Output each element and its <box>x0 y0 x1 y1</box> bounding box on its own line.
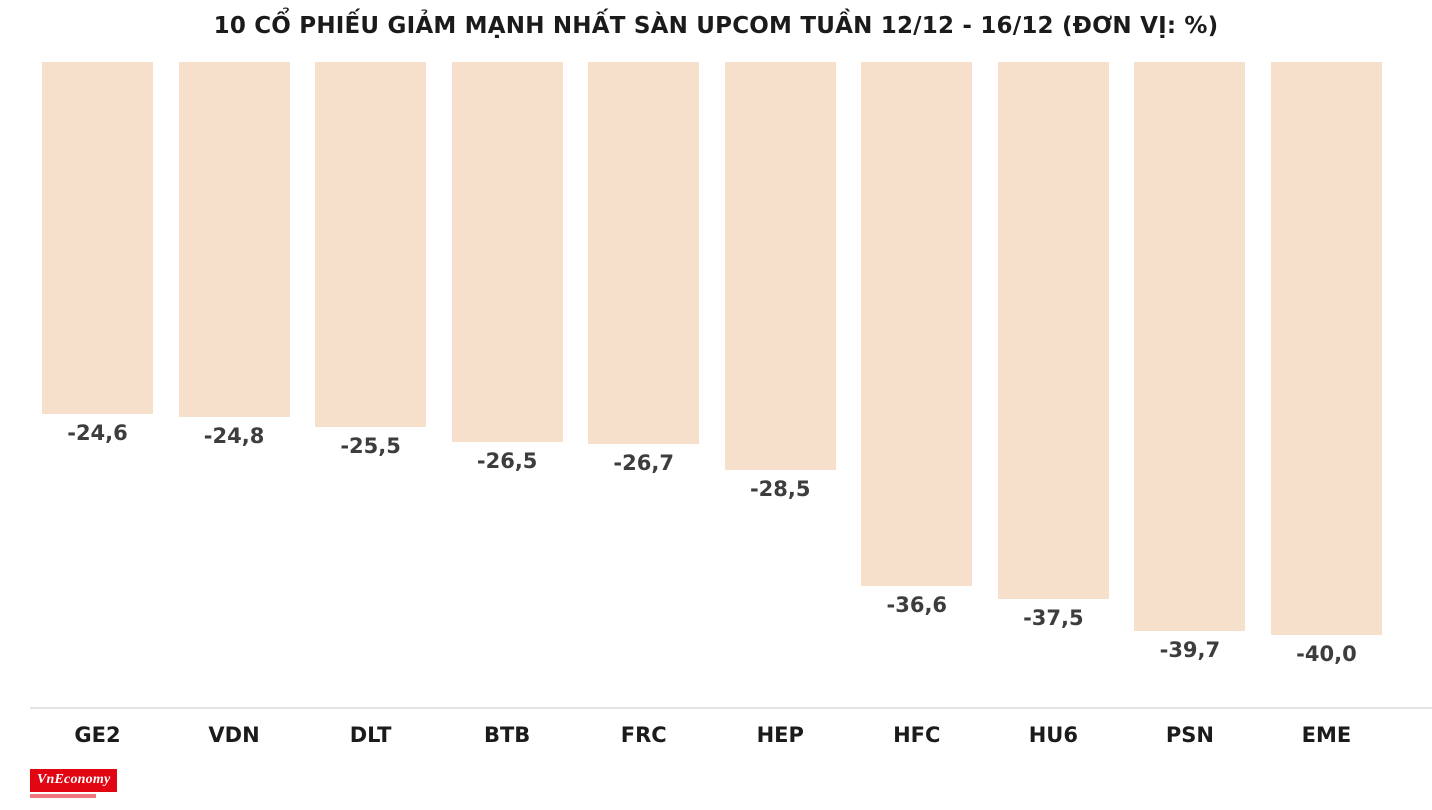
bar-value-label: -28,5 <box>749 477 811 501</box>
bar-column-hfc: -36,6 <box>861 62 973 617</box>
category-label-frc: FRC <box>620 723 667 747</box>
chart-title: 10 CỔ PHIẾU GIẢM MẠNH NHẤT SÀN UPCOM TUẦ… <box>213 13 1219 39</box>
bar-column-eme: -40,0 <box>1270 62 1382 666</box>
bar-column-vdn: -24,8 <box>178 62 290 448</box>
bar-btb <box>451 62 563 442</box>
bar-column-dlt: -25,5 <box>315 62 427 458</box>
bar-column-psn: -39,7 <box>1134 62 1246 662</box>
category-label-btb: BTB <box>483 723 531 747</box>
bar-hfc <box>861 62 973 586</box>
x-axis-line <box>30 707 1432 709</box>
category-label-hfc: HFC <box>893 723 941 747</box>
bar-value-label: -39,7 <box>1159 638 1221 662</box>
bar-chart: -24,6 -24,8 -25,5 -26,5 -26,7 -28,5 -36,6 -37,5… <box>42 62 1382 707</box>
bar-column-btb: -26,5 <box>451 62 563 473</box>
bar-dlt <box>315 62 427 427</box>
bar-frc <box>588 62 700 444</box>
bar-value-label: -24,8 <box>203 424 265 448</box>
bar-ge2 <box>42 62 153 414</box>
bar-hu6 <box>997 62 1109 599</box>
category-label-psn: PSN <box>1165 723 1214 747</box>
vneconomy-logo: VnEconomy <box>30 769 118 798</box>
category-label-eme: EME <box>1301 723 1352 747</box>
bar-value-label: -26,7 <box>613 451 674 475</box>
category-label-hu6: HU6 <box>1028 723 1078 747</box>
category-label-hep: HEP <box>756 723 804 747</box>
bar-value-label: -36,6 <box>886 593 948 617</box>
bar-column-hep: -28,5 <box>724 62 836 501</box>
vneconomy-logo-tagline <box>30 794 96 798</box>
category-row: GE2 VDN DLT BTB FRC HEP HFC HU6 PSN EME <box>42 709 1382 747</box>
bar-value-label: -37,5 <box>1023 606 1084 630</box>
bar-psn <box>1134 62 1246 631</box>
bar-eme <box>1270 62 1382 635</box>
vneconomy-logo-text: VnEconomy <box>30 769 118 792</box>
bar-column-hu6: -37,5 <box>997 62 1109 630</box>
bar-hep <box>724 62 836 470</box>
category-label-vdn: VDN <box>208 723 260 747</box>
bar-vdn <box>178 62 290 417</box>
category-label-dlt: DLT <box>349 723 392 747</box>
bar-value-label: -24,6 <box>67 421 128 445</box>
bar-column-frc: -26,7 <box>588 62 700 475</box>
bar-value-label: -40,0 <box>1296 642 1357 666</box>
bar-value-label: -26,5 <box>476 449 538 473</box>
bar-value-label: -25,5 <box>340 434 401 458</box>
bar-column-ge2: -24,6 <box>42 62 153 445</box>
category-label-ge2: GE2 <box>74 723 121 747</box>
